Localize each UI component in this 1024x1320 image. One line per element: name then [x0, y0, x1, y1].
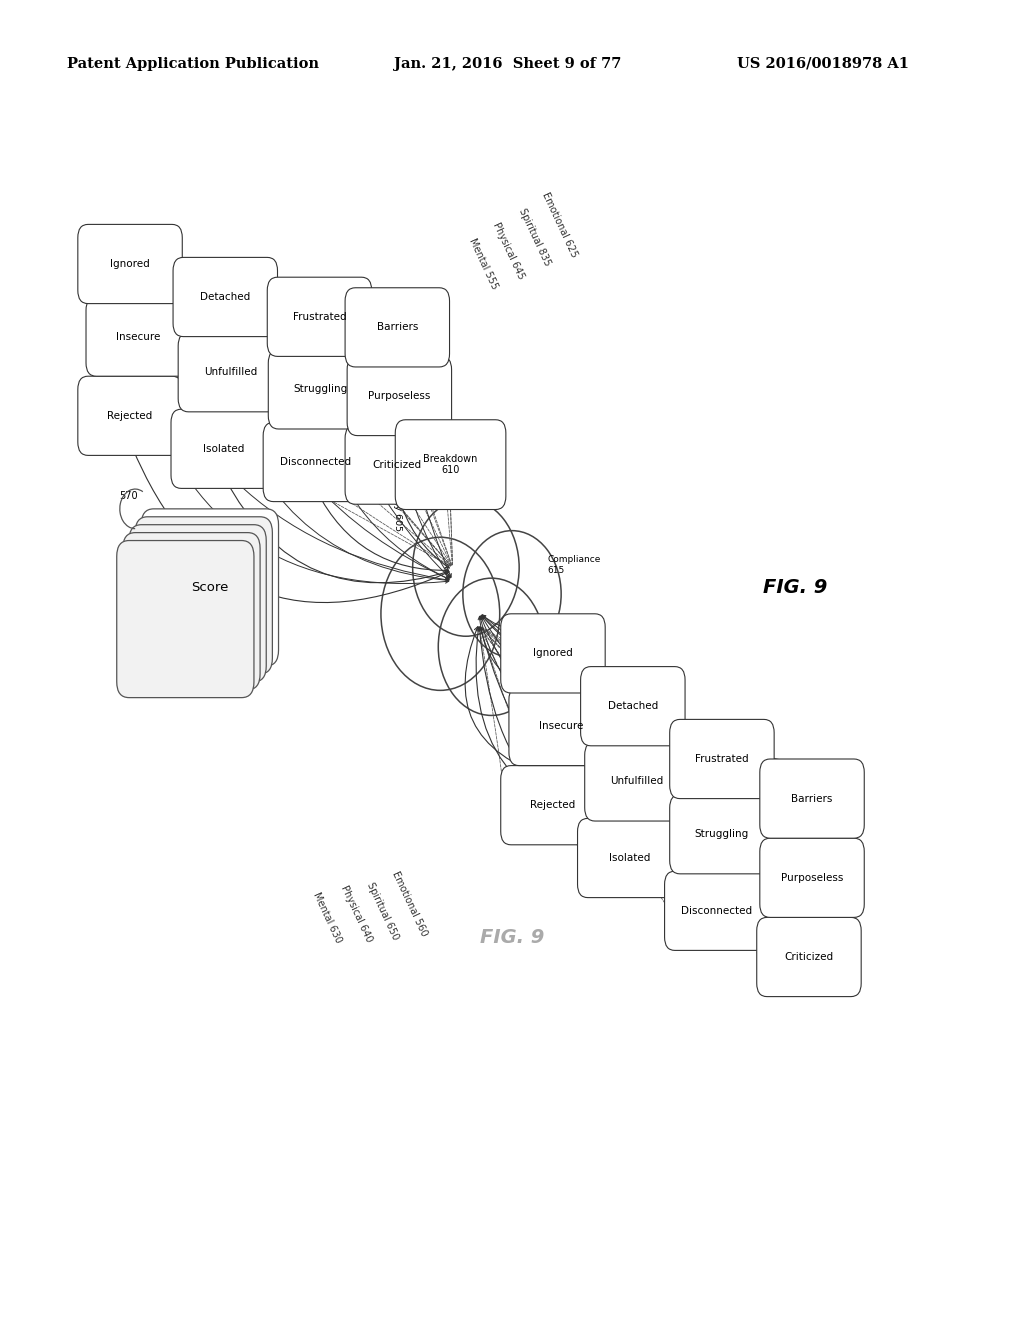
Text: Insecure: Insecure: [539, 721, 584, 731]
FancyBboxPatch shape: [345, 288, 450, 367]
Text: 570: 570: [119, 491, 137, 500]
Text: Isolated: Isolated: [203, 444, 244, 454]
Text: Unfulfilled: Unfulfilled: [610, 776, 664, 787]
FancyBboxPatch shape: [263, 422, 368, 502]
FancyBboxPatch shape: [78, 224, 182, 304]
Text: Mental 630: Mental 630: [311, 891, 344, 944]
Text: Barriers: Barriers: [377, 322, 418, 333]
Text: FIG. 9: FIG. 9: [480, 928, 544, 946]
Text: Disconnected: Disconnected: [681, 906, 753, 916]
Text: Ignored: Ignored: [534, 648, 572, 659]
Text: Rejected: Rejected: [108, 411, 153, 421]
FancyBboxPatch shape: [135, 516, 272, 673]
Text: Purposeless: Purposeless: [781, 873, 843, 883]
FancyBboxPatch shape: [78, 376, 182, 455]
FancyBboxPatch shape: [760, 759, 864, 838]
Text: Breakdown
610: Breakdown 610: [425, 471, 476, 491]
FancyBboxPatch shape: [665, 871, 769, 950]
Text: Detached: Detached: [607, 701, 658, 711]
Text: Score: Score: [191, 581, 228, 594]
Text: Disconnected: Disconnected: [280, 457, 351, 467]
Text: Barriers: Barriers: [792, 793, 833, 804]
Text: Mental 555: Mental 555: [467, 236, 500, 292]
Text: Unfulfilled: Unfulfilled: [204, 367, 257, 378]
FancyBboxPatch shape: [395, 420, 506, 510]
Text: Lethargy 605: Lethargy 605: [393, 467, 401, 531]
FancyBboxPatch shape: [86, 297, 190, 376]
FancyBboxPatch shape: [760, 838, 864, 917]
FancyBboxPatch shape: [501, 766, 605, 845]
Text: Compliance
615: Compliance 615: [548, 556, 601, 574]
Text: Emotional 560: Emotional 560: [390, 870, 429, 939]
Text: Criticized: Criticized: [373, 459, 422, 470]
Text: Frustrated: Frustrated: [293, 312, 346, 322]
FancyBboxPatch shape: [129, 524, 266, 681]
FancyBboxPatch shape: [345, 425, 450, 504]
Text: Spiritual 650: Spiritual 650: [366, 880, 400, 941]
Text: Criticized: Criticized: [784, 952, 834, 962]
FancyBboxPatch shape: [123, 532, 260, 689]
FancyBboxPatch shape: [171, 409, 275, 488]
FancyBboxPatch shape: [141, 508, 279, 665]
Text: Physical 640: Physical 640: [339, 883, 374, 944]
Text: Purposeless: Purposeless: [369, 391, 430, 401]
Text: Spiritual 835: Spiritual 835: [517, 207, 552, 268]
FancyBboxPatch shape: [670, 719, 774, 799]
Text: Jan. 21, 2016  Sheet 9 of 77: Jan. 21, 2016 Sheet 9 of 77: [394, 57, 622, 71]
FancyBboxPatch shape: [117, 541, 254, 697]
Text: Breakdown
610: Breakdown 610: [423, 454, 478, 475]
Text: FIG. 9: FIG. 9: [763, 578, 827, 597]
Text: Ignored: Ignored: [111, 259, 150, 269]
FancyBboxPatch shape: [581, 667, 685, 746]
FancyBboxPatch shape: [578, 818, 682, 898]
FancyBboxPatch shape: [268, 350, 373, 429]
FancyBboxPatch shape: [178, 333, 283, 412]
Text: Patent Application Publication: Patent Application Publication: [67, 57, 318, 71]
Text: Isolated: Isolated: [609, 853, 650, 863]
FancyBboxPatch shape: [509, 686, 613, 766]
Text: Insecure: Insecure: [116, 331, 161, 342]
FancyBboxPatch shape: [267, 277, 372, 356]
FancyBboxPatch shape: [173, 257, 278, 337]
Text: Struggling: Struggling: [294, 384, 347, 395]
Text: Frustrated: Frustrated: [695, 754, 749, 764]
Text: Physical 645: Physical 645: [492, 220, 526, 281]
Text: Apathy
620: Apathy 620: [520, 655, 552, 673]
Text: Emotional 625: Emotional 625: [541, 190, 580, 259]
Text: Detached: Detached: [200, 292, 251, 302]
Text: Rejected: Rejected: [530, 800, 575, 810]
FancyBboxPatch shape: [585, 742, 689, 821]
FancyBboxPatch shape: [757, 917, 861, 997]
Text: Struggling: Struggling: [695, 829, 749, 840]
Text: US 2016/0018978 A1: US 2016/0018978 A1: [737, 57, 909, 71]
FancyBboxPatch shape: [501, 614, 605, 693]
FancyBboxPatch shape: [347, 356, 452, 436]
FancyBboxPatch shape: [670, 795, 774, 874]
